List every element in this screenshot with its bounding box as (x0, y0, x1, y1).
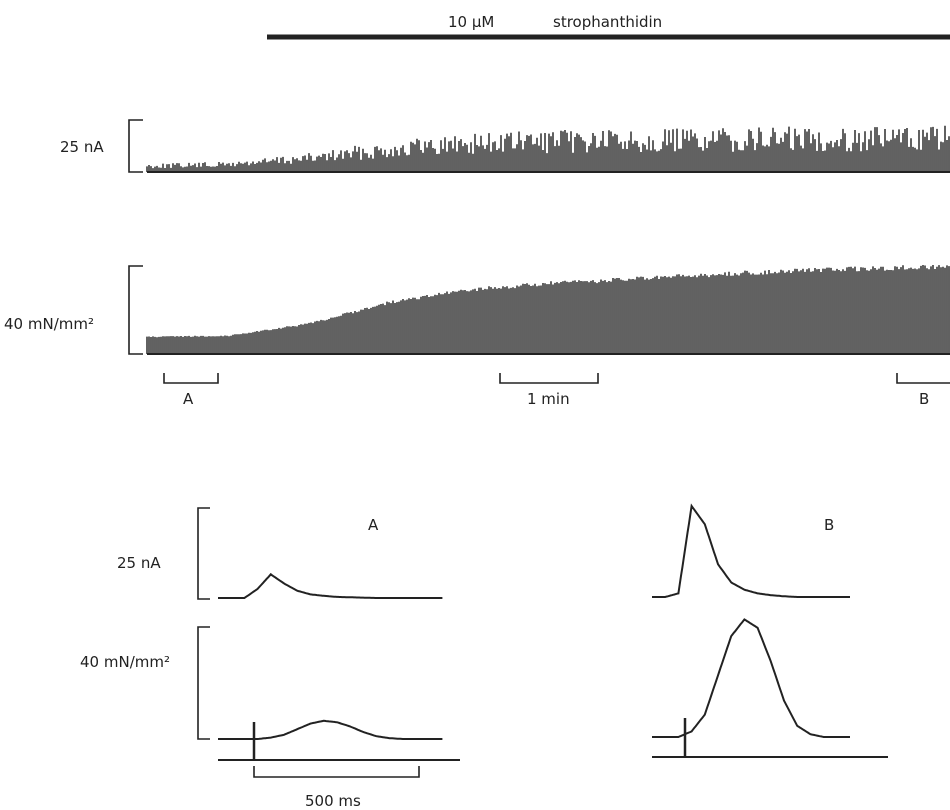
panel-a-current-scale-bracket (197, 507, 210, 600)
panel-a-time-scale-label: 500 ms (305, 792, 361, 810)
segment-b-label: B (919, 390, 929, 408)
time-scale-label: 1 min (527, 390, 570, 408)
top-current-scale-bracket (128, 119, 143, 173)
panel-b-current-trace (652, 503, 850, 598)
tension-sweeps (146, 265, 950, 354)
panel-a-tension-trace (218, 719, 443, 740)
top-current-scale-label: 25 nA (60, 138, 104, 156)
drug-concentration-label: 10 μM (448, 13, 494, 31)
segment-a-label: A (183, 390, 194, 408)
top-tension-scale-bracket (128, 265, 143, 355)
current-sweeps (146, 125, 950, 172)
top-tension-trace (146, 265, 950, 355)
time-scale-bar (499, 373, 599, 384)
drug-name-label: strophanthidin (553, 13, 662, 31)
top-tension-scale-label: 40 mN/mm² (4, 315, 94, 333)
panel-b-title: B (824, 516, 834, 534)
panel-a-time-scale-bar (253, 766, 420, 778)
panel-a-current-trace (218, 572, 443, 599)
segment-a-marker (163, 373, 219, 384)
panel-b-tension-trace (652, 618, 850, 738)
panel-a-tension-scale-label: 40 mN/mm² (80, 653, 170, 671)
panel-a-title: A (368, 516, 379, 534)
panel-a-tension-scale-bracket (197, 626, 210, 740)
panel-a-current-scale-label: 25 nA (117, 554, 161, 572)
top-current-trace (146, 125, 950, 173)
segment-b-marker (896, 373, 950, 384)
